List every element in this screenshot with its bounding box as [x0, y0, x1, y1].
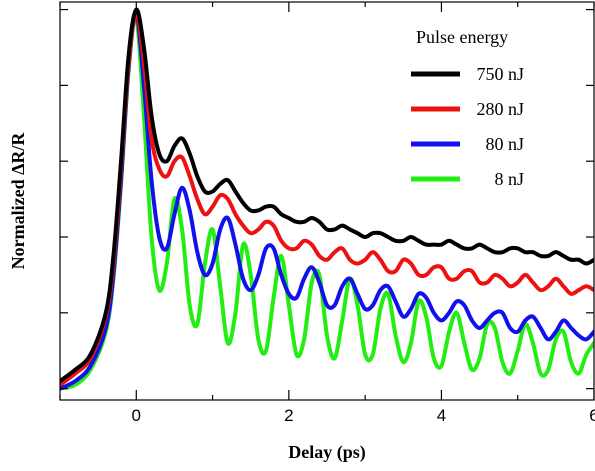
legend-label-1: 280 nJ — [476, 99, 524, 119]
legend-label-3: 8 nJ — [494, 169, 524, 189]
legend-label-0: 750 nJ — [476, 64, 524, 84]
series-layer — [60, 7, 594, 391]
plot-frame — [59, 1, 595, 401]
legend: Pulse energy 750 nJ 280 nJ 80 nJ 8 nJ — [411, 27, 524, 189]
legend-label-2: 80 nJ — [485, 134, 524, 154]
x-tick-label: 2 — [284, 406, 293, 425]
legend-title: Pulse energy — [416, 27, 508, 47]
x-tick-label: 4 — [437, 406, 446, 425]
series-line-2 — [60, 11, 594, 391]
y-axis-label: Normalized ΔR/R — [8, 132, 28, 270]
ticks-layer: 0 2 4 6 — [59, 2, 595, 425]
x-tick-label: 6 — [589, 406, 595, 425]
x-axis-label: Delay (ps) — [288, 442, 366, 463]
series-line-0 — [60, 7, 594, 384]
series-line-3 — [60, 14, 594, 391]
series-line-1 — [60, 11, 594, 387]
x-tick-label: 0 — [132, 406, 141, 425]
